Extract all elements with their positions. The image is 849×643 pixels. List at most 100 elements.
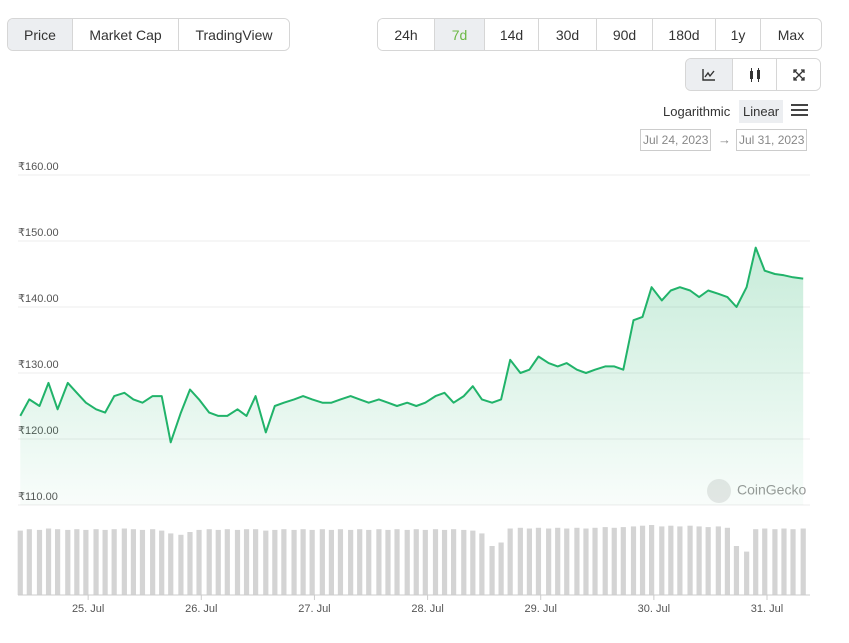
x-tick-label: 31. Jul bbox=[751, 603, 783, 615]
tab-button[interactable]: Price bbox=[8, 19, 72, 50]
x-tick-label: 26. Jul bbox=[185, 603, 217, 615]
volume-bar bbox=[733, 546, 740, 595]
y-tick-label: ₹130.00 bbox=[18, 359, 59, 371]
volume-bar bbox=[790, 529, 796, 595]
volume-bar bbox=[111, 529, 117, 595]
y-tick-label: ₹150.00 bbox=[18, 227, 59, 239]
volume-bar bbox=[526, 528, 532, 595]
volume-bar bbox=[564, 528, 570, 595]
y-tick-label: ₹160.00 bbox=[18, 161, 59, 173]
scale-option[interactable]: Linear bbox=[739, 100, 784, 123]
volume-bar bbox=[432, 529, 439, 595]
volume-bar bbox=[319, 529, 325, 595]
volume-bar bbox=[224, 529, 230, 595]
volume-bar bbox=[413, 529, 419, 595]
menu-icon[interactable] bbox=[791, 103, 809, 117]
tab-button[interactable]: TradingView bbox=[178, 19, 289, 50]
volume-bar bbox=[517, 527, 523, 595]
volume-bar bbox=[130, 529, 136, 595]
volume-bar bbox=[507, 528, 513, 595]
volume-bar bbox=[328, 529, 334, 595]
volume-bar bbox=[535, 527, 542, 595]
volume-bar bbox=[55, 529, 61, 595]
volume-bar bbox=[555, 527, 561, 595]
volume-bar bbox=[281, 529, 287, 595]
volume-bar bbox=[215, 529, 221, 595]
y-tick-label: ₹110.00 bbox=[18, 491, 58, 503]
date-arrow: → bbox=[718, 132, 731, 147]
range-button[interactable]: Max bbox=[760, 19, 821, 50]
volume-bar bbox=[366, 529, 372, 595]
volume-bar bbox=[753, 529, 759, 595]
x-tick-label: 28. Jul bbox=[411, 603, 443, 615]
volume-bar bbox=[461, 529, 467, 595]
volume-bar bbox=[93, 529, 99, 595]
range-button[interactable]: 1y bbox=[715, 19, 760, 50]
volume-bar bbox=[800, 528, 806, 595]
watermark: CoinGecko bbox=[737, 482, 806, 498]
x-tick-label: 27. Jul bbox=[298, 603, 330, 615]
watermark-logo bbox=[707, 479, 731, 503]
volume-bar bbox=[234, 529, 241, 595]
volume-bar bbox=[309, 529, 315, 595]
line-chart-button[interactable] bbox=[686, 59, 732, 90]
volume-bar bbox=[620, 527, 626, 595]
volume-bar bbox=[602, 527, 608, 595]
volume-bar bbox=[159, 530, 165, 595]
volume-bar bbox=[705, 527, 711, 595]
volume-bar bbox=[668, 525, 674, 595]
volume-bar bbox=[178, 534, 184, 595]
volume-bar bbox=[263, 530, 269, 595]
price-line bbox=[19, 246, 804, 444]
range-button[interactable]: 24h bbox=[378, 19, 434, 50]
volume-bar bbox=[102, 529, 108, 595]
volume-bar bbox=[150, 529, 156, 595]
volume-bar bbox=[592, 527, 598, 595]
date-to[interactable]: Jul 31, 2023 bbox=[736, 129, 808, 151]
range-button[interactable]: 14d bbox=[484, 19, 538, 50]
volume-bar bbox=[649, 525, 655, 595]
volume-bar bbox=[489, 546, 495, 595]
tab-button[interactable]: Market Cap bbox=[72, 19, 178, 50]
volume-bar bbox=[422, 529, 428, 595]
volume-bar bbox=[441, 529, 448, 595]
x-tick-label: 25. Jul bbox=[72, 603, 104, 615]
volume-bar bbox=[687, 525, 693, 595]
fullscreen-button[interactable] bbox=[776, 59, 820, 90]
volume-bar bbox=[583, 528, 589, 595]
volume-bar bbox=[272, 529, 278, 595]
x-tick-label: 30. Jul bbox=[638, 603, 670, 615]
volume-bar bbox=[659, 526, 665, 595]
volume-bar bbox=[404, 529, 410, 595]
range-button[interactable]: 7d bbox=[434, 19, 484, 50]
volume-bar bbox=[17, 530, 23, 595]
x-tick-label: 29. Jul bbox=[525, 603, 557, 615]
chart-type-group bbox=[685, 58, 821, 91]
volume-bar bbox=[772, 529, 778, 595]
volume-bar bbox=[639, 525, 646, 595]
volume-bar bbox=[611, 527, 617, 595]
volume-bar bbox=[139, 529, 146, 595]
range-button[interactable]: 90d bbox=[596, 19, 652, 50]
volume-bar bbox=[168, 533, 174, 595]
volume-bar bbox=[744, 551, 750, 595]
volume-bar bbox=[546, 528, 552, 595]
volume-bar bbox=[36, 529, 43, 595]
date-from[interactable]: Jul 24, 2023 bbox=[640, 129, 712, 151]
scale-option[interactable]: Logarithmic bbox=[663, 104, 731, 119]
volume-bar bbox=[26, 529, 32, 595]
volume-bar bbox=[83, 529, 89, 595]
volume-bar bbox=[291, 529, 297, 595]
volume-bar bbox=[121, 528, 127, 595]
candle-chart-button[interactable] bbox=[732, 59, 776, 90]
volume-bar bbox=[677, 526, 683, 595]
volume-bar bbox=[479, 533, 485, 595]
range-button[interactable]: 180d bbox=[652, 19, 715, 50]
volume-bar bbox=[394, 529, 400, 595]
volume-bar bbox=[574, 527, 580, 595]
y-tick-label: ₹140.00 bbox=[18, 293, 59, 305]
volume-bar bbox=[724, 527, 730, 595]
volume-bar bbox=[206, 529, 212, 595]
range-button[interactable]: 30d bbox=[538, 19, 596, 50]
